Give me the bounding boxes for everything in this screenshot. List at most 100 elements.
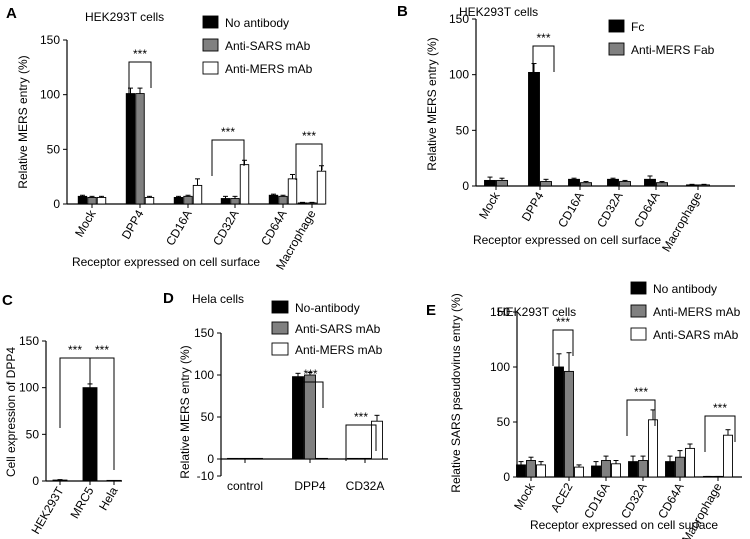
panel-e-legend-swatch-1 xyxy=(630,304,647,318)
panel-d-legend-label-0: No-antibody xyxy=(295,301,360,315)
panel-d-bar-dpp4-1 xyxy=(304,374,316,460)
panel-b-legend-swatch-1 xyxy=(608,42,625,56)
panel-b-bar-mock-1 xyxy=(496,179,508,187)
panel-a-bar-dpp4-0 xyxy=(125,93,136,205)
panel-e-bar-cd64a-0 xyxy=(665,461,675,478)
panel-d-legend-label-2: Anti-MERS mAb xyxy=(295,343,383,357)
panel-d-sig-label: *** xyxy=(303,367,317,381)
panel-a-bar-cd64a-0 xyxy=(268,194,279,205)
panel-c-letter: C xyxy=(2,292,13,309)
panel-a-ytick-label: 50 xyxy=(47,142,61,156)
panel-e-ylabel: Relative SARS pseudovirus entry (%) xyxy=(449,293,463,492)
panel-d-bar-cd32a-1 xyxy=(359,457,371,460)
panel-a-bar-dpp4-1 xyxy=(135,93,145,205)
panel-d-xtick-label: CD32A xyxy=(346,479,385,493)
panel-d-legend-swatch-1 xyxy=(271,321,289,335)
panel-a-bar-dpp4-2 xyxy=(144,196,155,205)
panel-a-legend-swatch-2 xyxy=(202,61,219,75)
panel-e-sig-bracket xyxy=(704,415,736,452)
panel-d-ytick-label: 50 xyxy=(201,410,215,424)
panel-a-bar-cd16a-2 xyxy=(192,184,203,205)
panel-a-xtick-label: Mock xyxy=(72,207,99,240)
panel-c-bar-hek293t-0 xyxy=(52,479,68,482)
panel-d-legend-label-1: Anti-SARS mAb xyxy=(295,322,381,336)
panel-e-bar-cd16a-0 xyxy=(591,465,601,478)
panel-b-bar-cd16a-1 xyxy=(580,182,592,187)
panel-e-xtick-label: CD32A xyxy=(618,481,649,522)
panel-c-xtick-label: MRC5 xyxy=(67,484,96,521)
panel-a-legend-label-1: Anti-SARS mAb xyxy=(225,39,311,53)
panel-a-legend-label-2: Anti-MERS mAb xyxy=(225,62,313,76)
panel-e-bar-cd64a-1 xyxy=(675,456,685,478)
panel-d-bar-dpp4-2 xyxy=(316,457,328,460)
panel-b-legend-label-1: Anti-MERS Fab xyxy=(631,43,715,57)
panel-b-title: HEK293T cells xyxy=(459,5,538,19)
panel-e-bar-mock-0 xyxy=(516,464,526,478)
panel-c-ylabel: Cell expression of DPP4 xyxy=(4,347,18,477)
panel-a-bar-cd32a-1 xyxy=(230,198,240,205)
panel-b-bar-cd32a-0 xyxy=(607,178,619,187)
panel-e-bar-macrophage-2 xyxy=(723,434,733,478)
panel-e-xlabel: Receptor expressed on cell surface xyxy=(530,518,718,532)
panel-c-bar-hela-0 xyxy=(106,479,122,482)
panel-a-sig-label: *** xyxy=(302,129,316,143)
panel-a-title: HEK293T cells xyxy=(85,10,164,24)
panel-b-xlabel: Receptor expressed on cell surface xyxy=(473,233,661,247)
panel-e-xtick-label: Mock xyxy=(511,480,538,513)
panel-d-legend-swatch-0 xyxy=(271,300,289,314)
panel-a-ytick-label: 0 xyxy=(53,197,60,211)
panel-e-legend-label-0: No antibody xyxy=(653,282,717,296)
panel-b-bar-macrophage-1 xyxy=(698,184,710,187)
panel-d-ytick-label: 150 xyxy=(194,326,214,340)
panel-b-sig-label: *** xyxy=(536,31,550,45)
panel-a-letter: A xyxy=(6,5,17,22)
panel-e-sig-label: *** xyxy=(713,401,727,415)
panel-d-sig-bracket xyxy=(345,424,377,461)
panel-a-bar-cd32a-2 xyxy=(239,164,250,205)
panel-a-bar-mock-2 xyxy=(96,196,107,205)
panel-e-legend-label-2: Anti-SARS mAb xyxy=(653,328,739,342)
panel-b-bar-cd32a-1 xyxy=(619,181,631,187)
panel-a-bar-cd64a-2 xyxy=(287,178,298,205)
panel-e-bar-cd64a-2 xyxy=(685,447,695,478)
panel-a-legend-label-0: No antibody xyxy=(225,16,289,30)
panel-e-bar-cd16a-1 xyxy=(601,460,611,478)
panel-e-bar-mock-1 xyxy=(526,460,536,478)
panel-e-bar-cd32a-0 xyxy=(628,461,638,478)
panel-b-bar-dpp4-0 xyxy=(528,71,540,187)
panel-d-ytick-label: -10 xyxy=(197,469,215,483)
panel-d-bar-cd32a-2 xyxy=(371,420,383,460)
panel-e-bar-mock-2 xyxy=(536,464,546,478)
panel-b-bar-cd16a-0 xyxy=(568,178,580,187)
panel-a-bar-cd32a-0 xyxy=(220,198,231,205)
panel-e-ytick-label: 0 xyxy=(503,470,510,484)
panel-e-xtick-label: ACE2 xyxy=(548,480,576,514)
panel-e-letter: E xyxy=(426,302,436,319)
panel-b-sig-bracket xyxy=(532,45,555,82)
panel-e-bar-ace2-0 xyxy=(554,366,564,478)
panel-e-legend-swatch-2 xyxy=(630,327,647,341)
panel-b-bar-macrophage-0 xyxy=(686,184,698,187)
panel-b-xtick-label: CD64A xyxy=(631,190,662,231)
panel-b-ylabel: Relative MERS entry (%) xyxy=(425,37,439,170)
panel-b-xtick-label: CD32A xyxy=(594,190,625,231)
panel-a-sig-bracket xyxy=(128,61,152,98)
panel-d-xtick-label: control xyxy=(227,479,263,493)
panel-a-bar-macrophage-0 xyxy=(297,202,308,205)
panel-d-xtick-label: DPP4 xyxy=(294,479,326,493)
panel-b-ytick-label: 150 xyxy=(449,12,469,26)
panel-a-bar-mock-0 xyxy=(77,195,88,205)
panel-b-bar-dpp4-1 xyxy=(540,181,552,187)
panel-b-ytick-label: 0 xyxy=(462,179,469,193)
panel-a-ylabel: Relative MERS entry (%) xyxy=(16,55,30,188)
panel-c-sig-label: *** xyxy=(68,343,82,357)
panel-d-bar-control-2 xyxy=(251,457,263,460)
panel-d-letter: D xyxy=(163,290,174,307)
panel-d-ytick-label: 100 xyxy=(194,368,214,382)
panel-c-sig-label: *** xyxy=(95,343,109,357)
panel-e-bar-cd32a-1 xyxy=(638,460,648,478)
panel-b-bar-mock-0 xyxy=(484,179,496,187)
panel-a-xlabel: Receptor expressed on cell surface xyxy=(72,255,260,269)
panel-a-sig-label: *** xyxy=(221,125,235,139)
